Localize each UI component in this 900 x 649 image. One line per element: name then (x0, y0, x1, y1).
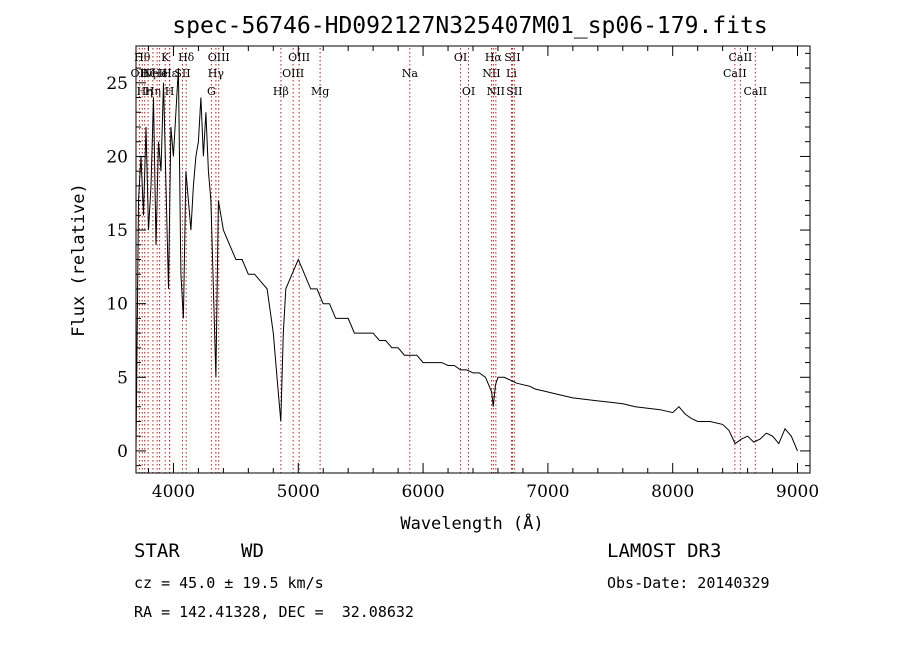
line-marker-label: NII (482, 67, 500, 80)
subclass-label: WD (241, 540, 264, 562)
line-marker-label: OI (454, 51, 467, 64)
line-marker-label: CaII (723, 67, 747, 80)
x-tick-label: 6000 (401, 482, 444, 502)
x-tick-label: 8000 (651, 482, 694, 502)
line-marker-label: CaII (729, 51, 753, 64)
line-marker-label: NII (487, 85, 505, 98)
y-tick-label: 20 (106, 147, 128, 167)
obs-date-label: Obs-Date: 20140329 (607, 574, 770, 592)
line-marker-label: Hη (145, 85, 161, 98)
y-tick-label: 5 (117, 368, 128, 388)
line-marker-label: Hα (485, 51, 503, 64)
line-marker-label: Hγ (208, 67, 225, 80)
line-marker-label: OII (131, 67, 149, 80)
axis-ticks: 4000 5000 6000 7000 8000 9000 0 5 10 15 20 25 (106, 46, 819, 502)
line-marker-label: Hη (137, 85, 153, 98)
line-marker-label: Hβ (273, 85, 289, 98)
line-marker-label: Li (506, 67, 517, 80)
y-tick-label: 10 (106, 295, 128, 315)
coordinates-label: RA = 142.41328, DEC = 32.08632 (134, 603, 414, 621)
line-marker-label: OIII (208, 51, 230, 64)
redshift-label: cz = 45.0 ± 19.5 km/s (134, 574, 324, 592)
y-tick-label: 15 (106, 221, 128, 241)
y-tick-label: 0 (117, 442, 128, 462)
line-marker-label: OIII (288, 51, 310, 64)
line-marker-label: CaII (743, 85, 767, 98)
line-marker-label: Hε (162, 67, 178, 80)
y-axis-label: Flux (relative) (69, 183, 89, 337)
line-marker-label: NeIII (143, 67, 172, 80)
line-marker-label: OI (462, 85, 475, 98)
line-marker-label: He (152, 67, 168, 80)
x-tick-label: 9000 (776, 482, 819, 502)
x-tick-label: 4000 (152, 482, 195, 502)
chart-title: spec-56746-HD092127N325407M01_sp06-179.f… (172, 13, 767, 39)
line-marker-label: SII (506, 85, 522, 98)
line-marker-label: K (161, 51, 170, 64)
spectrum-line-0 (135, 68, 798, 452)
x-tick-label: 7000 (526, 482, 569, 502)
line-marker-label: Hθ (134, 51, 151, 64)
line-marker-label: H (165, 85, 175, 98)
survey-label: LAMOST DR3 (607, 540, 722, 562)
line-marker-label: Na (402, 67, 419, 80)
y-tick-label: 25 (106, 74, 128, 94)
spectrum-series (135, 68, 798, 452)
line-marker-label: Hζ (140, 67, 156, 80)
x-tick-label: 5000 (277, 482, 320, 502)
x-axis-label: Wavelength (Å) (400, 512, 543, 534)
line-marker-label: Hδ (178, 51, 195, 64)
line-marker-label: SII (174, 67, 190, 80)
class-label: STAR (134, 540, 180, 562)
line-marker-label: G (207, 85, 216, 98)
line-marker-label: OIII (282, 67, 304, 80)
line-marker-label: SII (504, 51, 520, 64)
line-marker-label: Mg (311, 85, 329, 98)
